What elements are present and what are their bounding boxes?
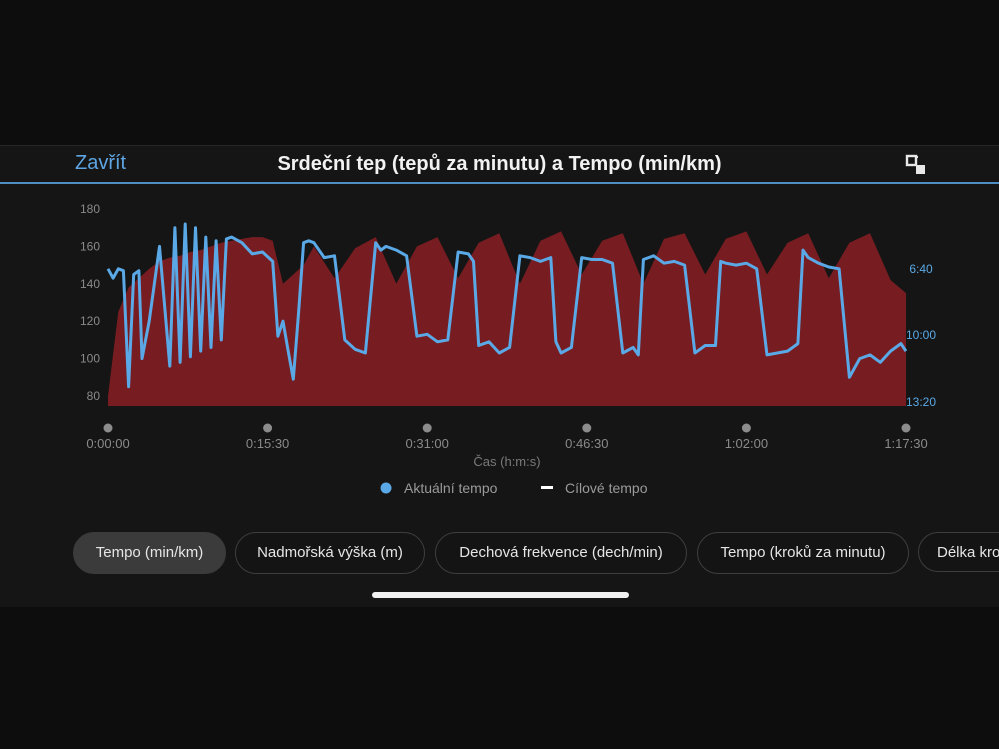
x-tick-label: 0:31:00	[406, 436, 449, 451]
x-tick-label: 0:15:30	[246, 436, 289, 451]
close-button[interactable]: Zavřít	[75, 152, 127, 174]
x-tick-label: 0:00:00	[86, 436, 129, 451]
chart-modal: Zavřít Srdeční tep (tepů za minutu) a Te…	[0, 145, 999, 607]
tab-respiration[interactable]: Dechová frekvence (dech/min)	[435, 532, 687, 574]
x-tick-label: 0:46:30	[565, 436, 608, 451]
x-tick-dot	[422, 423, 432, 433]
y-left-tick-label: 140	[80, 277, 100, 291]
x-tick-label: 1:02:00	[725, 436, 768, 451]
home-indicator	[372, 592, 629, 598]
tab-elevation[interactable]: Nadmořská výška (m)	[235, 532, 425, 574]
x-tick-dot	[103, 423, 113, 433]
legend-target-marker	[541, 486, 553, 489]
y-right-tick-label: 10:00	[906, 328, 936, 342]
expand-icon[interactable]	[905, 154, 927, 176]
legend: Aktuální tempo Cílové tempo	[380, 480, 648, 496]
x-axis-label: Čas (h:m:s)	[473, 454, 540, 469]
pace-line	[106, 222, 908, 389]
background-top	[0, 0, 999, 145]
x-tick-label: 1:17:30	[884, 436, 927, 451]
y-left-tick-label: 180	[80, 202, 100, 216]
heart-rate-area	[108, 231, 906, 406]
x-tick-dot	[582, 423, 592, 433]
heart-rate-pace-chart[interactable]: 180 160 140 120 100 80 6:40 10:00 13:20 0:00:00 0:…	[0, 184, 999, 532]
x-tick-dot	[901, 423, 911, 433]
y-right-tick-label: 6:40	[909, 262, 933, 276]
y-left-tick-label: 160	[80, 239, 100, 253]
legend-actual-marker	[380, 482, 392, 494]
tab-cadence[interactable]: Tempo (kroků za minutu)	[697, 532, 909, 574]
modal-header: Zavřít Srdeční tep (tepů za minutu) a Te…	[0, 146, 999, 182]
header-divider	[0, 182, 999, 184]
tab-pace[interactable]: Tempo (min/km)	[73, 532, 226, 574]
chart-title: Srdeční tep (tepů za minutu) a Tempo (mi…	[277, 153, 722, 175]
background-bottom	[0, 606, 999, 749]
x-tick-dot	[741, 423, 751, 433]
tab-stride-length[interactable]: Délka kro	[918, 532, 999, 572]
legend-actual-label: Aktuální tempo	[404, 480, 498, 496]
y-right-tick-label: 13:20	[906, 395, 936, 409]
y-left-tick-label: 120	[80, 314, 100, 328]
metric-tabs: Tempo (min/km) Nadmořská výška (m) Decho…	[0, 532, 999, 576]
legend-target-label: Cílové tempo	[565, 480, 648, 496]
y-left-tick-label: 100	[80, 352, 100, 366]
y-left-tick-label: 80	[87, 389, 101, 403]
x-tick-dot	[263, 423, 273, 433]
